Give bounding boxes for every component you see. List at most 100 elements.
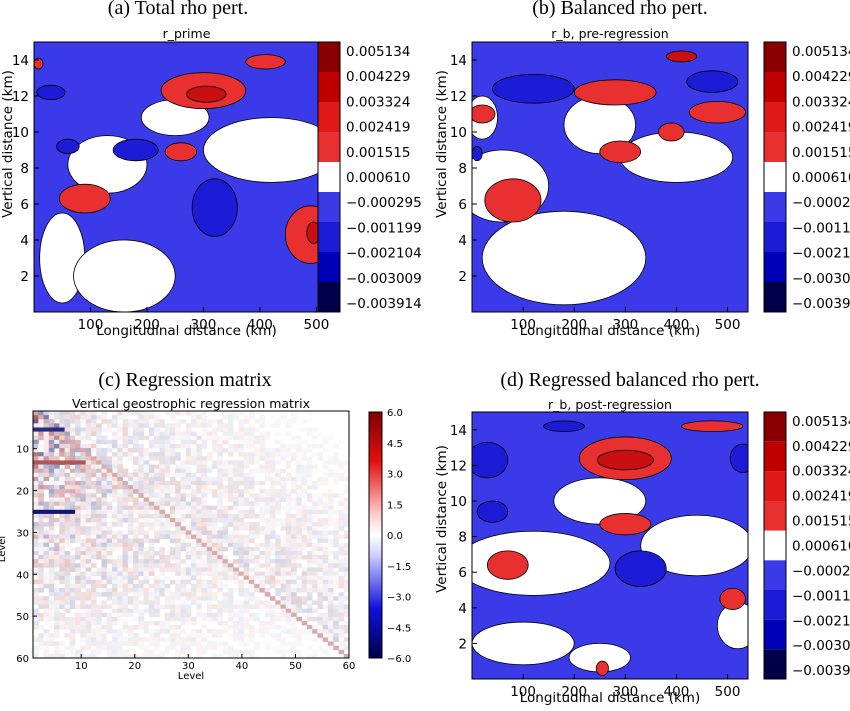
- matrix-cell: [148, 472, 155, 478]
- colorbar-d-segment: [764, 590, 786, 620]
- matrix-cell: [112, 530, 118, 535]
- matrix-cell: [69, 592, 76, 597]
- matrix-cell: [217, 571, 223, 577]
- matrix-cell: [122, 443, 129, 449]
- matrix-cell: [143, 575, 150, 581]
- matrix-cell: [259, 419, 266, 424]
- matrix-cell: [64, 559, 71, 564]
- matrix-cell: [343, 555, 350, 560]
- matrix-cell: [169, 518, 176, 523]
- matrix-cell: [138, 563, 144, 568]
- matrix-cell: [285, 542, 292, 548]
- matrix-cell: [80, 443, 87, 449]
- matrix-cell: [122, 571, 129, 577]
- matrix-cell: [169, 600, 176, 605]
- matrix-cell: [217, 604, 223, 609]
- matrix-cell: [112, 653, 118, 659]
- matrix-cell: [148, 411, 155, 416]
- matrix-cell: [306, 427, 313, 432]
- matrix-cell: [148, 493, 155, 498]
- matrix-cell: [248, 625, 255, 630]
- matrix-cell: [238, 629, 245, 634]
- matrix-cell: [64, 608, 71, 614]
- matrix-cell: [48, 608, 55, 614]
- matrix-cell: [59, 604, 65, 609]
- matrix-cell: [43, 579, 50, 585]
- matrix-cell: [154, 592, 160, 597]
- matrix-cell: [33, 612, 39, 618]
- matrix-cell: [64, 620, 71, 626]
- matrix-cell: [85, 497, 92, 502]
- matrix-cell: [233, 497, 239, 502]
- matrix-cell: [127, 608, 134, 614]
- matrix-cell: [285, 472, 292, 478]
- matrix-cell: [90, 571, 97, 577]
- matrix-cell: [33, 550, 39, 556]
- matrix-cell: [322, 522, 329, 527]
- matrix-cell: [148, 604, 155, 609]
- matrix-cell: [148, 600, 155, 605]
- matrix-cell: [101, 588, 108, 593]
- matrix-cell: [169, 443, 176, 449]
- matrix-cell: [175, 588, 181, 593]
- panel-d-contour-region: [472, 530, 611, 596]
- matrix-cell: [59, 526, 65, 531]
- matrix-cell: [159, 620, 166, 626]
- panel-a-contour-region: [56, 138, 80, 154]
- matrix-cell: [138, 579, 144, 585]
- matrix-cell: [206, 480, 213, 486]
- matrix-cell: [338, 493, 345, 498]
- matrix-cell: [280, 476, 287, 482]
- matrix-cell: [270, 612, 276, 618]
- matrix-cell: [343, 542, 350, 548]
- matrix-cell: [338, 579, 345, 585]
- colorbar-d-label: 0.005134: [792, 414, 850, 430]
- matrix-cell: [212, 633, 218, 638]
- matrix-cell: [38, 443, 44, 449]
- matrix-cell: [259, 489, 266, 494]
- matrix-cell: [38, 612, 44, 618]
- matrix-cell: [259, 579, 266, 585]
- matrix-cell: [317, 579, 324, 585]
- matrix-cell: [122, 513, 129, 519]
- matrix-cell: [270, 604, 276, 609]
- matrix-cell: [59, 596, 65, 601]
- matrix-cell: [117, 546, 123, 552]
- matrix-cell: [117, 653, 123, 659]
- matrix-cell: [154, 633, 160, 638]
- matrix-cell: [180, 526, 187, 531]
- matrix-cell: [322, 509, 329, 515]
- matrix-cell: [96, 427, 102, 432]
- matrix-cell: [138, 513, 144, 519]
- colorbar-b-segment: [764, 282, 786, 312]
- matrix-cell: [259, 448, 266, 453]
- matrix-cell: [133, 583, 139, 589]
- matrix-cell: [85, 464, 92, 470]
- colorbar-d: 0.0051340.0042290.0033240.0024190.001515…: [763, 411, 850, 680]
- matrix-cell: [143, 600, 150, 605]
- matrix-cell: [222, 559, 229, 564]
- colorbar-a-label: −0.002104: [346, 246, 422, 262]
- matrix-cell: [122, 620, 129, 626]
- matrix-cell: [101, 522, 108, 527]
- matrix-cell: [64, 435, 71, 441]
- matrix-cell: [270, 575, 276, 581]
- matrix-cell: [33, 600, 39, 605]
- matrix-cell: [238, 493, 245, 498]
- matrix-cell: [270, 583, 276, 589]
- matrix-cell: [180, 608, 187, 614]
- xlabel-a: Longitudinal distance (km): [96, 323, 277, 339]
- matrix-cell: [59, 559, 65, 564]
- matrix-cell: [222, 489, 229, 494]
- matrix-cell: [264, 567, 271, 572]
- matrix-cell: [212, 489, 218, 494]
- matrix-cell: [306, 625, 313, 630]
- matrix-cell: [312, 509, 318, 515]
- matrix-cell: [285, 604, 292, 609]
- matrix-cell: [270, 456, 276, 461]
- matrix-cell: [296, 649, 302, 655]
- matrix-cell: [175, 592, 181, 597]
- matrix-cell: [169, 431, 176, 437]
- matrix-cell: [106, 559, 113, 564]
- matrix-cell: [106, 480, 113, 486]
